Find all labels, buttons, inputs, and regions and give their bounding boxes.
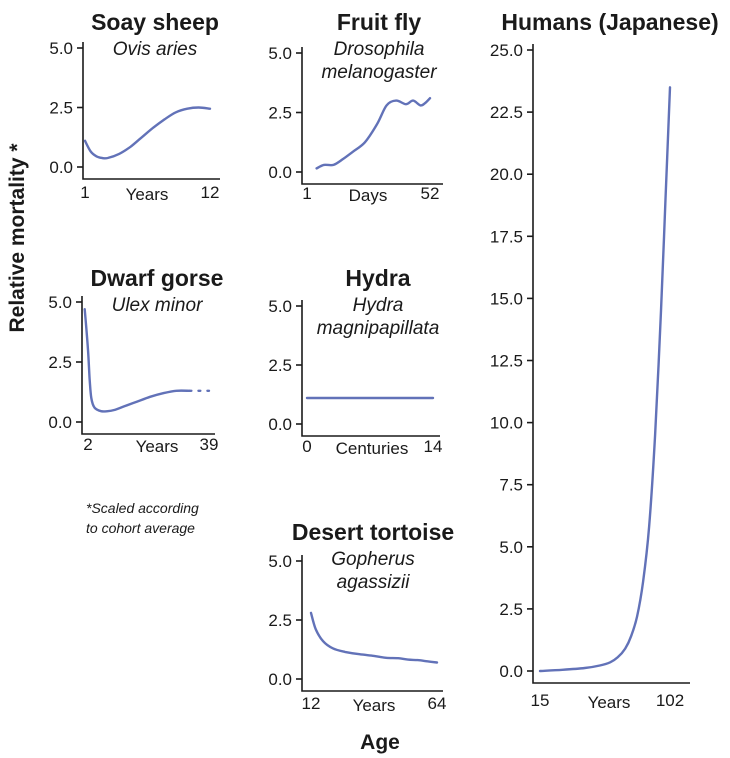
axis-lines — [301, 47, 443, 185]
x-tick-label: 12 — [302, 694, 321, 713]
y-tick-label: 2.5 — [268, 104, 292, 123]
y-tick-label: 5.0 — [499, 538, 523, 557]
y-tick-label: 0.0 — [499, 662, 523, 681]
y-tick-label: 0.0 — [268, 670, 292, 689]
x-tick-label: 1 — [80, 183, 89, 202]
axis-lines — [301, 555, 443, 692]
x-unit-label: Years — [353, 696, 396, 715]
panel-title: Soay sheep — [91, 9, 219, 35]
species-name: agassizii — [337, 572, 411, 593]
y-tick-label: 0.0 — [268, 163, 292, 182]
species-name: Gopherus — [331, 549, 415, 570]
y-tick-label: 22.5 — [490, 103, 523, 122]
species-name: Hydra — [353, 295, 404, 316]
panel-title: Humans (Japanese) — [501, 9, 718, 35]
species-name: melanogaster — [321, 62, 437, 83]
footnote-line-2: to cohort average — [86, 520, 195, 536]
y-tick-label: 25.0 — [490, 41, 523, 60]
series-line — [315, 97, 432, 170]
y-tick-label: 15.0 — [490, 289, 523, 308]
y-tick-label: 10.0 — [490, 414, 523, 433]
x-tick-label: 14 — [424, 437, 443, 456]
y-tick-label: 5.0 — [268, 44, 292, 63]
y-tick-label: 0.0 — [268, 415, 292, 434]
panel-humans: Humans (Japanese) 0.0 2.5 5.0 7.5 10.0 12.5 15.… — [490, 9, 719, 712]
y-tick-label: 7.5 — [499, 476, 523, 495]
y-tick-label: 0.0 — [48, 413, 72, 432]
panel-gorse: Dwarf gorse Ulex minor 0.0 2.5 5.0 2 39 Years — [48, 265, 223, 456]
species-name: magnipapillata — [317, 318, 440, 339]
axis-lines — [81, 296, 215, 435]
x-tick-label: 39 — [200, 435, 219, 454]
footnote-line-1: *Scaled according — [86, 500, 199, 516]
axis-lines — [532, 44, 690, 684]
x-tick-label: 0 — [302, 437, 311, 456]
series-line — [538, 86, 672, 673]
y-tick-label: 5.0 — [49, 39, 73, 58]
y-tick-label: 5.0 — [48, 293, 72, 312]
axis-lines — [301, 300, 440, 437]
species-name: Ulex minor — [112, 295, 203, 316]
axis-lines — [82, 42, 220, 180]
y-tick-label: 5.0 — [268, 297, 292, 316]
y-tick-label: 2.5 — [49, 99, 73, 118]
y-tick-label: 2.5 — [268, 356, 292, 375]
species-name: Ovis aries — [113, 39, 198, 60]
x-unit-label: Years — [136, 437, 179, 456]
x-tick-label: 2 — [83, 435, 92, 454]
x-tick-label: 12 — [201, 183, 220, 202]
y-tick-label: 2.5 — [499, 600, 523, 619]
y-tick-label: 17.5 — [490, 227, 523, 246]
series-line — [309, 611, 439, 664]
x-axis-label: Age — [360, 731, 400, 754]
y-axis-label: Relative mortality * — [6, 143, 29, 333]
x-tick-label: 64 — [428, 694, 447, 713]
x-unit-label: Centuries — [336, 439, 409, 458]
y-tick-label: 20.0 — [490, 165, 523, 184]
series-line — [83, 106, 212, 160]
y-tick-label: 12.5 — [490, 352, 523, 371]
y-tick-label: 5.0 — [268, 552, 292, 571]
series-line — [83, 308, 191, 413]
species-name: Drosophila — [334, 39, 425, 60]
panel-sheep: Soay sheep Ovis aries 0.0 2.5 5.0 1 12 Years — [49, 9, 220, 204]
y-tick-label: 0.0 — [49, 158, 73, 177]
panel-title: Desert tortoise — [292, 519, 454, 545]
x-tick-label: 1 — [302, 184, 311, 203]
y-tick-label: 2.5 — [268, 611, 292, 630]
x-tick-label: 15 — [531, 691, 550, 710]
panel-title: Hydra — [345, 265, 410, 291]
x-unit-label: Years — [588, 693, 631, 712]
x-tick-label: 102 — [656, 691, 684, 710]
x-tick-label: 52 — [421, 184, 440, 203]
x-unit-label: Years — [126, 185, 169, 204]
y-tick-label: 2.5 — [48, 353, 72, 372]
panel-title: Fruit fly — [337, 9, 422, 35]
panel-title: Dwarf gorse — [91, 265, 224, 291]
x-unit-label: Days — [349, 186, 388, 205]
